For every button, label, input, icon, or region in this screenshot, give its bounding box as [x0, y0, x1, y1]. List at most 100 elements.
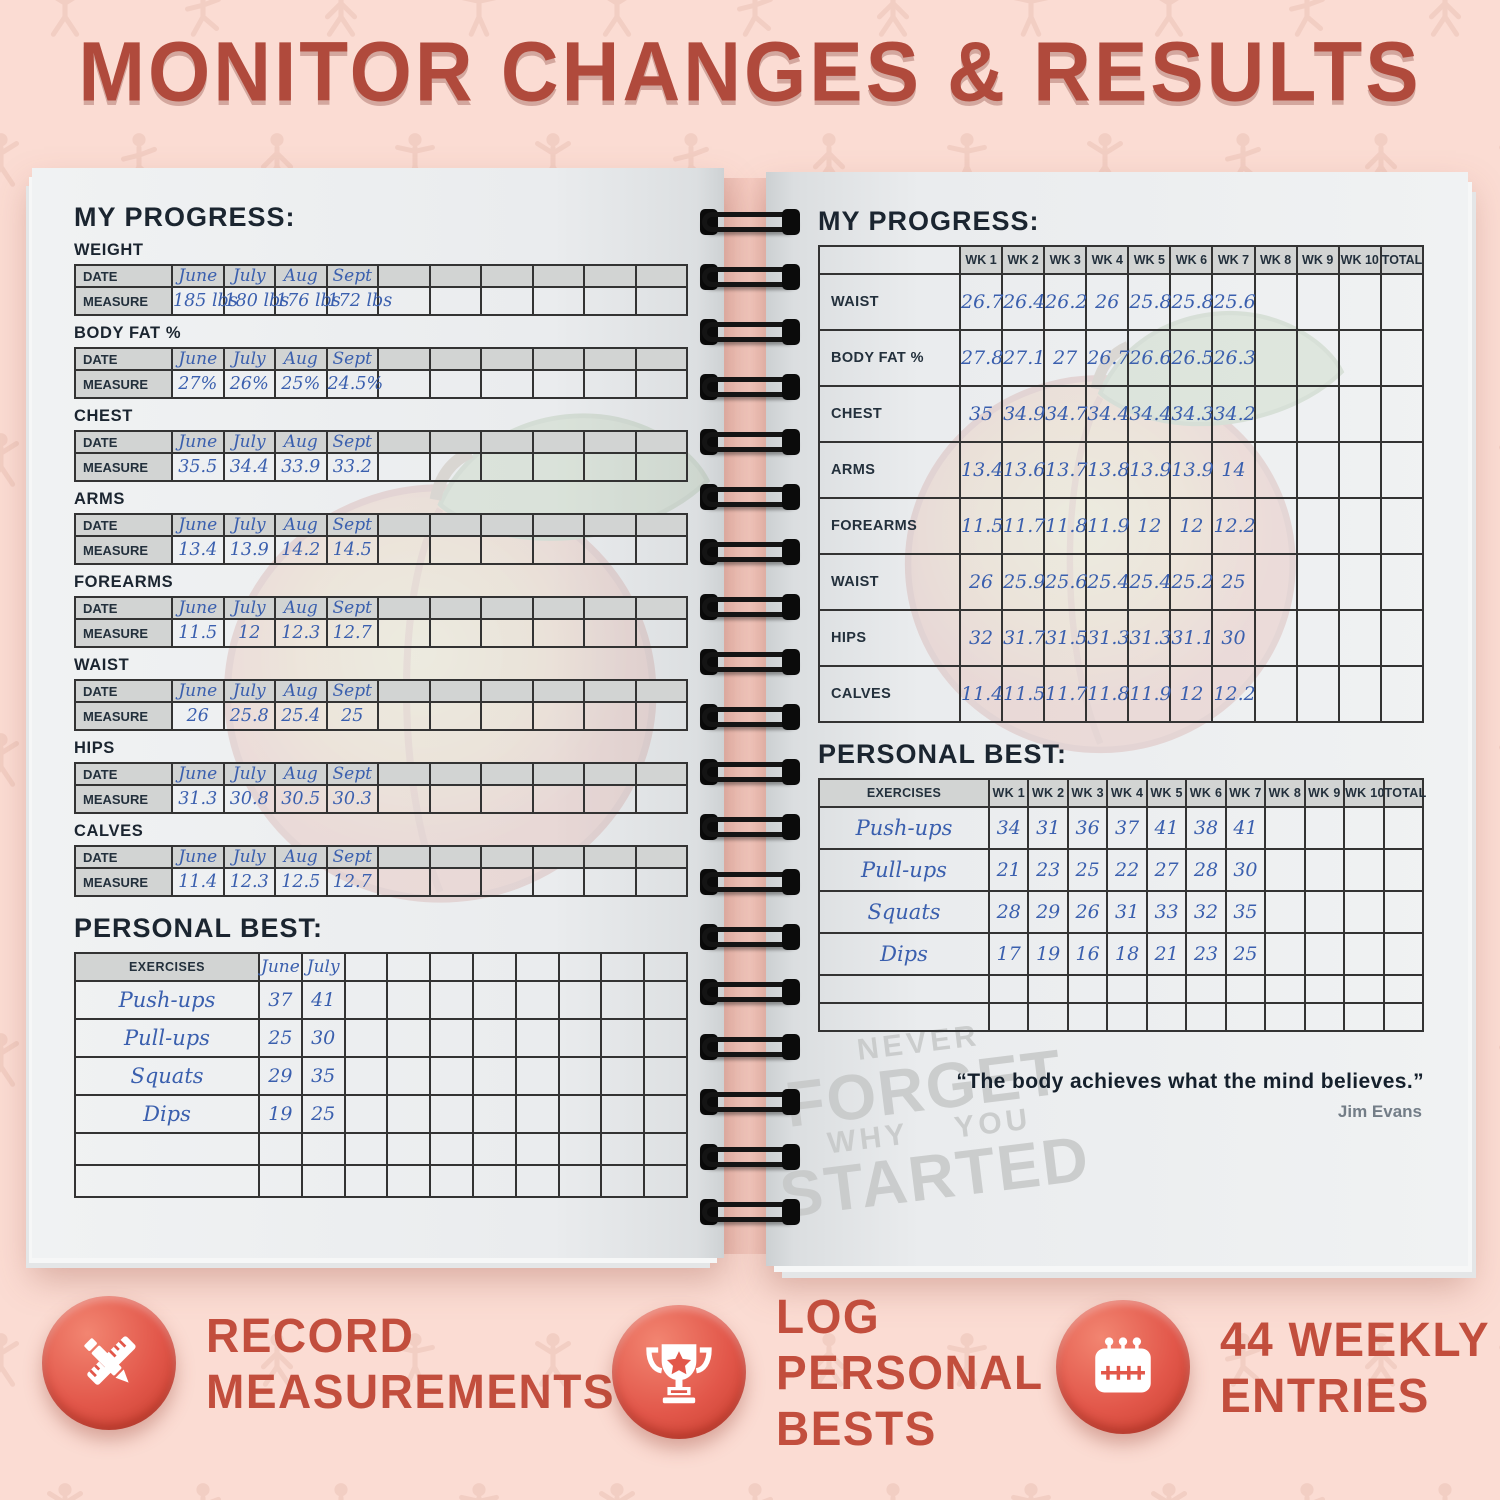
progress-row: CALVES 11.4 11.5 11.7 11.8 11.9 12 12.2 — [818, 665, 1425, 723]
date-cell: Aug — [274, 264, 328, 288]
date-cell — [583, 762, 637, 786]
value-cell: 36 — [1066, 806, 1109, 850]
stick-figure-icon — [598, 1483, 636, 1500]
measure-cell — [583, 867, 637, 897]
measure-cell — [583, 701, 637, 731]
date-cell — [428, 347, 482, 371]
stick-figure-icon — [1086, 133, 1124, 187]
date-cell — [634, 762, 688, 786]
stick-figure-icon — [120, 133, 158, 187]
value-cell — [1295, 553, 1340, 611]
value-cell — [1253, 273, 1298, 331]
empty-cell — [643, 1164, 688, 1198]
binding-wire — [702, 267, 798, 287]
date-cell: June — [171, 513, 225, 537]
measure-label: MEASURE — [74, 369, 173, 399]
exercises-header: EXERCISES — [818, 778, 990, 808]
stick-figure-icon — [1011, 1483, 1051, 1500]
exercise-name: Pull-ups — [818, 848, 990, 892]
date-cell — [583, 347, 637, 371]
date-cell — [531, 264, 585, 288]
month-header-cell — [429, 952, 474, 982]
value-cell — [1379, 497, 1425, 555]
empty-cell — [1303, 1002, 1346, 1032]
month-header-cell: July — [300, 952, 346, 982]
empty-cell — [471, 1164, 517, 1198]
week-header-cell: WK 4 — [1085, 245, 1130, 275]
stick-figure-icon — [461, 0, 497, 37]
measure-cell — [531, 784, 585, 814]
measure-cell: 12.3 — [274, 618, 328, 648]
value-cell: 25.2 — [1169, 553, 1214, 611]
binding-wire — [702, 872, 798, 892]
binding-loop — [700, 1199, 800, 1225]
empty-cell — [643, 1132, 688, 1166]
value-cell: 13.9 — [1127, 441, 1172, 499]
measure-cell: 34.4 — [222, 452, 276, 482]
week-header-cell: WK 2 — [1027, 778, 1069, 808]
section-title: CALVES — [74, 822, 144, 840]
measure-table: DATE June July Aug Sept MEASURE 26 25.8 25.4 25 — [74, 679, 688, 731]
measure-table: DATE June July Aug Sept MEASURE 11.4 12.3 12.5 12… — [74, 845, 688, 897]
value-cell — [643, 980, 688, 1020]
left-personal-best-heading: PERSONAL BEST: — [74, 913, 324, 943]
value-cell — [429, 980, 474, 1020]
value-cell — [1303, 806, 1346, 850]
date-cell: June — [171, 347, 225, 371]
value-cell: 25 — [1224, 932, 1267, 976]
feature-weekly-entries: 44 WEEKLY ENTRIES — [1056, 1300, 1490, 1434]
date-cell: Sept — [325, 679, 379, 703]
value-cell: 11.9 — [1127, 665, 1172, 723]
ruler-pencil-icon — [84, 1336, 136, 1385]
measure-cell — [634, 701, 688, 731]
value-cell — [1253, 329, 1298, 387]
value-cell — [1253, 441, 1298, 499]
personal-best-row: Dips 19 25 — [74, 1094, 688, 1134]
value-cell: 17 — [987, 932, 1030, 976]
quote-text: “The body achieves what the mind believe… — [956, 1070, 1424, 1093]
value-cell: 33 — [1145, 890, 1188, 934]
measure-cell: 25 — [325, 701, 379, 731]
binding-wire — [702, 652, 798, 672]
value-cell: 27.1 — [1001, 329, 1045, 387]
measure-cell — [480, 867, 534, 897]
measure-cell: 12.7 — [325, 618, 379, 648]
value-cell: 26.7 — [1085, 329, 1130, 387]
empty-cell — [300, 1164, 346, 1198]
measure-cell — [428, 701, 482, 731]
date-row: DATE June July Aug Sept — [74, 264, 688, 288]
empty-cell — [300, 1132, 346, 1166]
value-cell: 35 — [300, 1056, 346, 1096]
date-label: DATE — [74, 596, 173, 620]
measure-cell: 26 — [171, 701, 225, 731]
binding-wire — [702, 1147, 798, 1167]
date-cell — [428, 264, 482, 288]
value-cell — [1382, 848, 1425, 892]
value-cell: 41 — [1224, 806, 1267, 850]
stick-figure-icon — [1300, 1483, 1326, 1500]
value-cell: 31.1 — [1169, 609, 1214, 667]
empty-cell — [1185, 1002, 1227, 1032]
measure-cell: 31.3 — [171, 784, 225, 814]
watermark-word: STARTED — [775, 1122, 1094, 1232]
empty-cell — [386, 1164, 432, 1198]
date-label: DATE — [74, 347, 173, 371]
week-header-cell: WK 5 — [1145, 778, 1188, 808]
value-cell — [1379, 553, 1425, 611]
value-cell: 34.7 — [1043, 385, 1087, 443]
date-cell: July — [222, 430, 276, 454]
stick-figure-icon — [334, 1483, 348, 1500]
empty-cell — [600, 1132, 646, 1166]
measure-cell — [377, 452, 431, 482]
value-cell: 41 — [1145, 806, 1188, 850]
date-cell: July — [222, 762, 276, 786]
stick-figure-icon — [1438, 1483, 1452, 1500]
date-cell: Sept — [325, 430, 379, 454]
measure-cell — [428, 369, 482, 399]
empty-cell — [514, 1132, 560, 1166]
value-cell: 26.7 — [958, 273, 1003, 331]
value-cell — [1379, 441, 1425, 499]
value-cell — [1253, 553, 1298, 611]
exercise-name: Pull-ups — [74, 1018, 260, 1058]
measure-cell — [428, 535, 482, 565]
